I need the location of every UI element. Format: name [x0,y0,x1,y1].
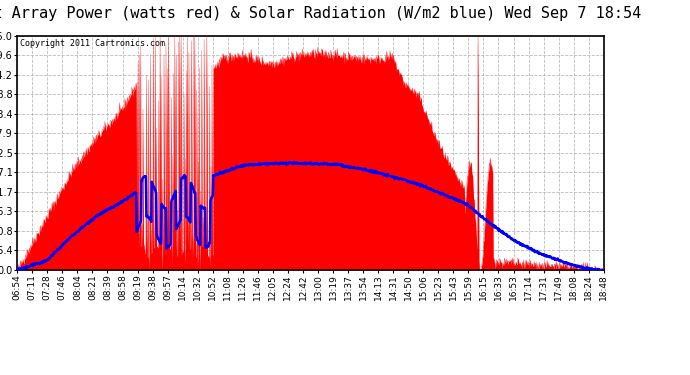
Text: East Array Power (watts red) & Solar Radiation (W/m2 blue) Wed Sep 7 18:54: East Array Power (watts red) & Solar Rad… [0,6,641,21]
Text: Copyright 2011 Cartronics.com: Copyright 2011 Cartronics.com [20,39,165,48]
